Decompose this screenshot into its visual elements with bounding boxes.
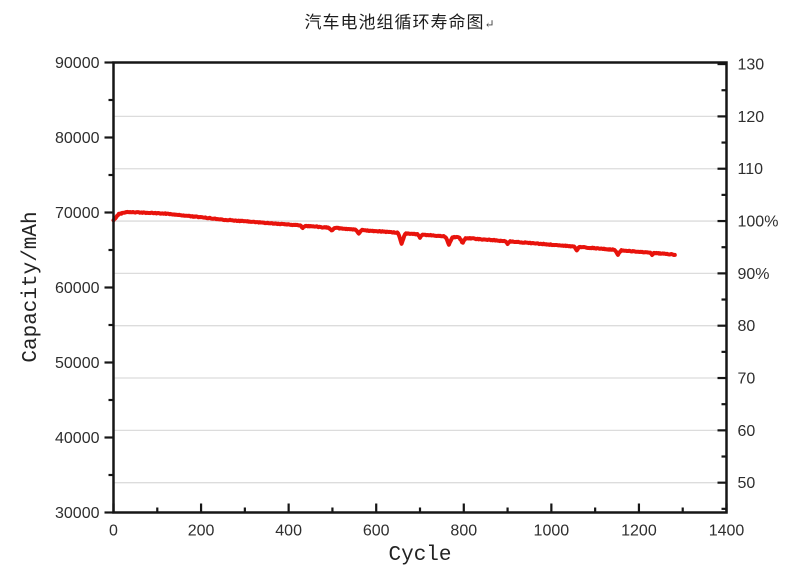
- y-tick-label: 90000: [55, 55, 100, 72]
- x-tick-label: 200: [188, 523, 215, 540]
- y2-tick-label: 130: [738, 57, 765, 74]
- plot-area: [112, 61, 728, 514]
- y-tick-label: 50000: [55, 355, 100, 372]
- y2-tick-label: 100%: [738, 214, 779, 231]
- x-tick-label: 800: [450, 523, 477, 540]
- y2-tick-label: 60: [738, 423, 756, 440]
- y-tick-label: 80000: [55, 130, 100, 147]
- y2-tick-label: 90%: [738, 266, 770, 283]
- x-tick-label: 1200: [621, 523, 657, 540]
- y-axis-label: Capacity/mAh: [20, 211, 43, 362]
- x-tick-label: 1000: [534, 523, 570, 540]
- x-axis-label: Cycle: [388, 544, 451, 567]
- y2-tick-label: 120: [738, 109, 765, 126]
- y2-tick-label: 80: [738, 318, 756, 335]
- chart-title-text: 汽车电池组循环寿命图: [304, 13, 485, 33]
- paragraph-return-mark: ↵: [484, 17, 496, 31]
- y2-tick-label: 50: [738, 475, 756, 492]
- x-tick-label: 600: [363, 523, 390, 540]
- x-tick-label: 0: [109, 523, 118, 540]
- x-tick-label: 400: [275, 523, 302, 540]
- x-tick-label: 1400: [709, 523, 745, 540]
- axis-ticks: [104, 61, 728, 514]
- y2-tick-label: 110: [738, 161, 764, 178]
- chart-title: 汽车电池组循环寿命图↵: [0, 8, 800, 33]
- series-layer: [111, 209, 677, 257]
- y-tick-label: 30000: [55, 505, 100, 522]
- capacity-line-series: [111, 209, 677, 257]
- y-tick-label: 40000: [55, 430, 100, 447]
- axis-tick-labels: 30000 40000 50000 60000 70000 80000 90000 130 12…: [55, 55, 778, 540]
- y-tick-label: 70000: [55, 205, 100, 222]
- y2-tick-label: 70: [738, 371, 756, 388]
- y-tick-label: 60000: [55, 280, 100, 297]
- gridlines: [113, 115, 727, 484]
